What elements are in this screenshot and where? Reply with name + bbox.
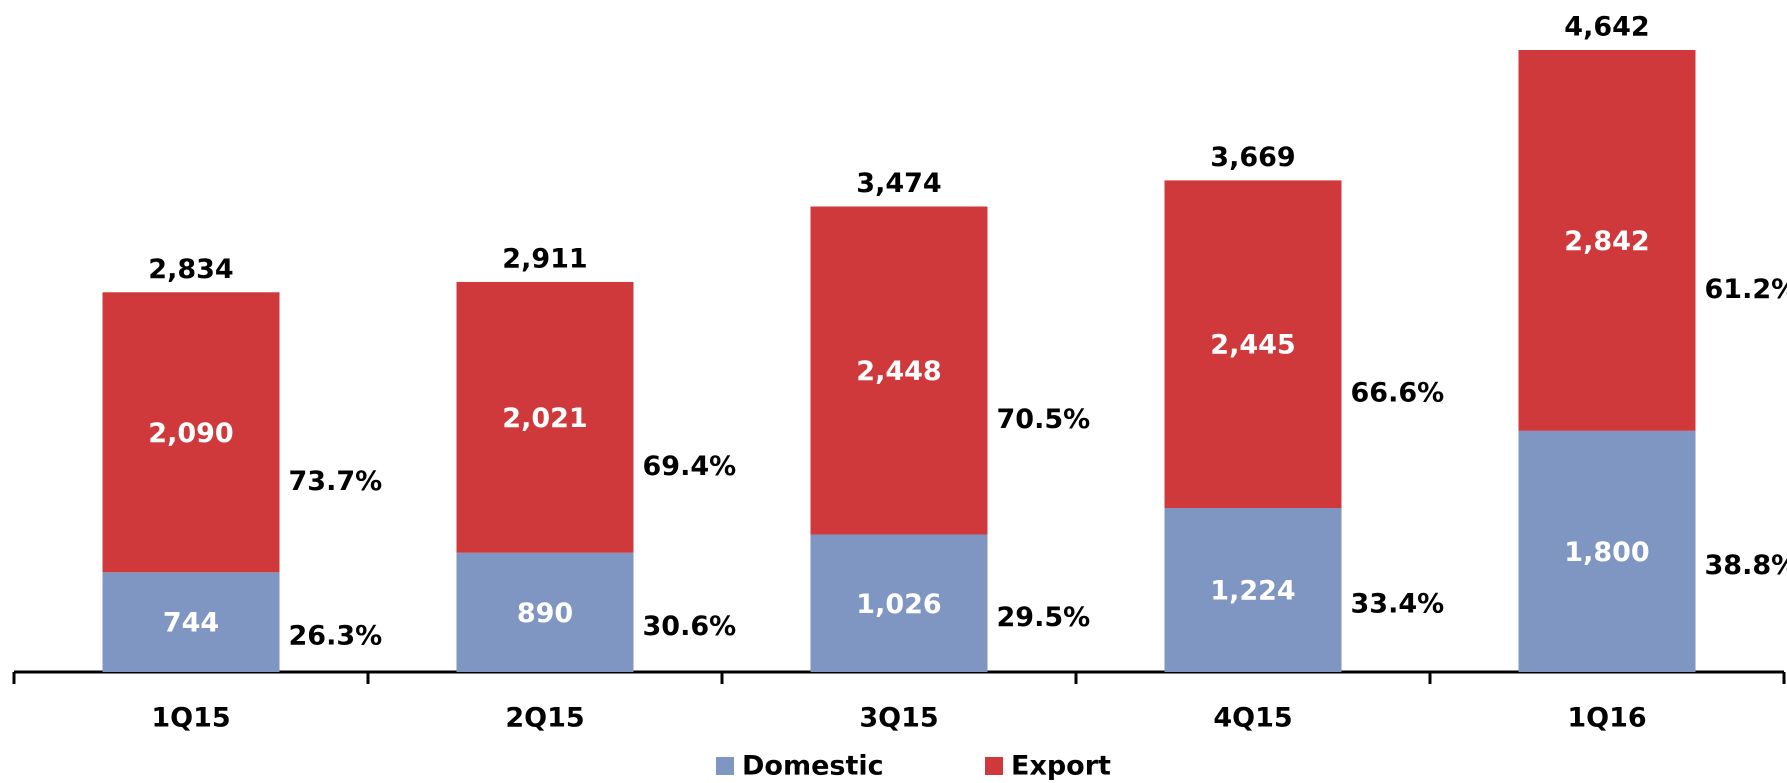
bar-segment <box>456 281 634 553</box>
x-tick-label: 4Q15 <box>1213 703 1292 734</box>
x-tick-label: 1Q15 <box>151 703 230 734</box>
value-label: 2,090 <box>148 418 233 449</box>
share-label: 26.3% <box>289 621 383 652</box>
value-label: 1,224 <box>1210 575 1295 606</box>
total-label: 4,642 <box>1564 12 1649 43</box>
bar-segment <box>1518 430 1696 672</box>
share-label: 61.2% <box>1705 274 1787 305</box>
bar-segment <box>810 206 988 535</box>
bar-segment <box>102 292 280 573</box>
bar-segment <box>456 552 634 672</box>
share-label: 70.5% <box>997 404 1091 435</box>
legend-swatch <box>985 757 1003 775</box>
value-label: 2,021 <box>502 403 587 434</box>
legend-swatch <box>716 757 734 775</box>
value-label: 890 <box>517 598 573 629</box>
value-label: 1,800 <box>1564 537 1649 568</box>
share-label: 29.5% <box>997 602 1091 633</box>
value-label: 2,842 <box>1564 226 1649 257</box>
legend-label: Export <box>1011 751 1111 782</box>
value-label: 2,448 <box>856 356 941 387</box>
value-label: 2,445 <box>1210 330 1295 361</box>
total-label: 2,834 <box>148 254 233 285</box>
total-label: 3,669 <box>1210 142 1295 173</box>
total-label: 2,911 <box>502 243 587 274</box>
legend-label: Domestic <box>742 751 884 782</box>
bar-segment <box>1164 180 1342 508</box>
share-label: 66.6% <box>1351 378 1445 409</box>
share-label: 38.8% <box>1705 550 1787 581</box>
x-tick-label: 2Q15 <box>505 703 584 734</box>
bar-segment <box>810 534 988 672</box>
x-tick-label: 3Q15 <box>859 703 938 734</box>
value-label: 1,026 <box>856 589 941 620</box>
bar-segment <box>1164 507 1342 672</box>
share-label: 30.6% <box>643 611 737 642</box>
share-label: 69.4% <box>643 451 737 482</box>
total-label: 3,474 <box>856 168 941 199</box>
value-label: 744 <box>163 608 219 639</box>
bar-segment <box>102 572 280 672</box>
x-tick-label: 1Q16 <box>1567 703 1646 734</box>
share-label: 33.4% <box>1351 588 1445 619</box>
bar-segment <box>1518 50 1696 431</box>
share-label: 73.7% <box>289 466 383 497</box>
